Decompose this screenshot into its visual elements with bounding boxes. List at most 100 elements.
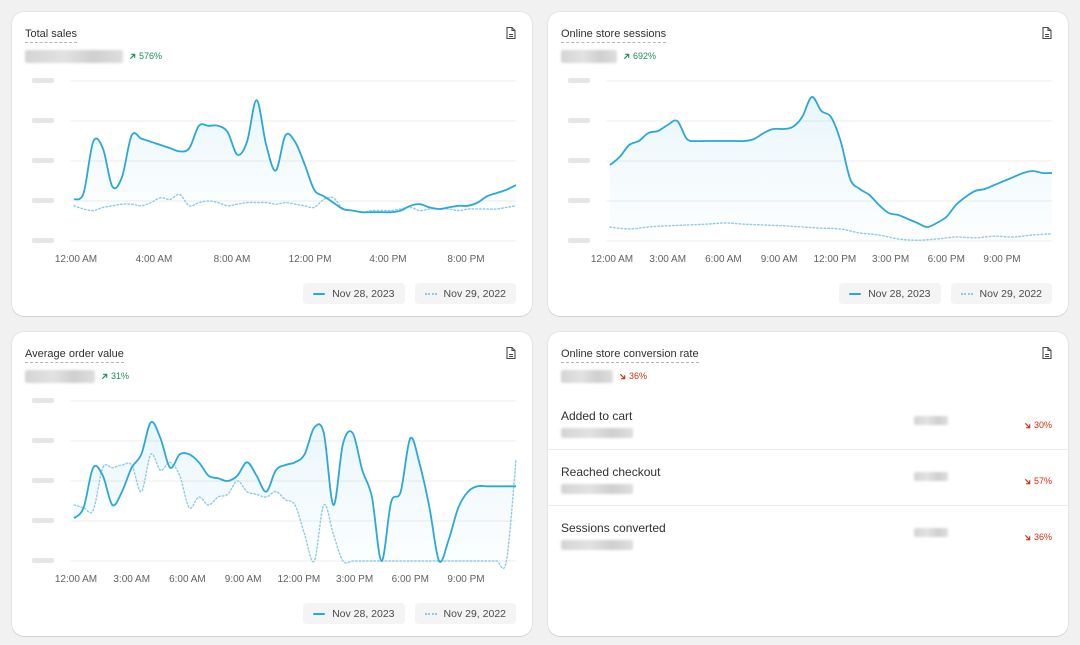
x-tick-label: 6:00 AM	[169, 574, 206, 585]
y-tick-label-redacted	[32, 198, 54, 203]
export-icon[interactable]	[1040, 346, 1054, 360]
legend-previous[interactable]: Nov 29, 2022	[414, 283, 516, 304]
export-icon[interactable]	[504, 346, 518, 360]
aov-metric: 31%	[25, 369, 129, 383]
conversion-value-redacted	[561, 369, 613, 383]
arrow-down-right-icon	[1024, 534, 1031, 540]
sessions-delta-text: 692%	[633, 51, 657, 61]
sessions-title[interactable]: Online store sessions	[561, 28, 667, 43]
x-tick-label: 8:00 PM	[447, 254, 484, 265]
legend-solid-swatch	[313, 612, 326, 615]
x-tick-label: 3:00 PM	[336, 574, 373, 585]
conversion-funnel: Added to cart 30% Reached checkout 57% S…	[548, 394, 1068, 562]
sessions-chart[interactable]: 12:00 AM 3:00 AM 6:00 AM 9:00 AM 12:00 PM 3:0…	[548, 12, 1068, 282]
x-tick-label: 9:00 PM	[983, 254, 1020, 265]
y-tick-label-redacted	[568, 118, 590, 123]
aov-value-redacted	[25, 369, 95, 383]
funnel-step-delta-text: 36%	[1033, 532, 1052, 542]
series-line-current[interactable]	[73, 421, 516, 563]
funnel-step-delta: 36%	[1024, 532, 1052, 542]
y-tick-label-redacted	[32, 558, 54, 563]
series-fill-area	[74, 421, 516, 569]
y-tick-label-redacted	[568, 158, 590, 163]
legend-current-label: Nov 28, 2023	[332, 287, 395, 300]
conversion-metric: 36%	[561, 369, 647, 383]
arrow-down-right-icon	[1024, 478, 1031, 484]
sessions-value-redacted	[561, 49, 617, 63]
total-sales-chart[interactable]: 12:00 AM 4:00 AM 8:00 AM 12:00 PM 4:00 PM 8:0…	[12, 12, 532, 282]
legend-dotted-swatch	[424, 612, 437, 615]
legend-previous[interactable]: Nov 29, 2022	[414, 603, 516, 624]
arrow-up-right-icon	[623, 53, 630, 59]
sessions-delta: 692%	[623, 51, 656, 61]
y-tick-label-redacted	[568, 198, 590, 203]
y-tick-label-redacted	[32, 518, 54, 523]
funnel-step-delta: 30%	[1024, 420, 1052, 430]
arrow-down-right-icon	[619, 373, 626, 379]
conversion-card: Online store conversion rate 36% Added t…	[548, 332, 1068, 636]
funnel-step-sessions-redacted	[561, 428, 633, 438]
x-tick-label: 4:00 AM	[136, 254, 173, 265]
conversion-title[interactable]: Online store conversion rate	[561, 348, 699, 363]
x-tick-label: 9:00 AM	[761, 254, 798, 265]
conversion-delta: 36%	[619, 371, 647, 381]
funnel-step-rate-redacted	[914, 416, 948, 425]
total-sales-metric: 576%	[25, 49, 162, 63]
x-tick-label: 12:00 AM	[55, 254, 97, 265]
y-tick-label-redacted	[32, 78, 54, 83]
total-sales-title[interactable]: Total sales	[25, 28, 77, 43]
y-tick-label-redacted	[32, 158, 54, 163]
series-line-current[interactable]	[73, 99, 517, 214]
arrow-down-right-icon	[1024, 422, 1031, 428]
y-tick-label-redacted	[32, 438, 54, 443]
x-tick-label: 3:00 AM	[113, 574, 150, 585]
x-tick-label: 6:00 AM	[705, 254, 742, 265]
x-tick-label: 8:00 AM	[214, 254, 251, 265]
x-tick-label: 12:00 PM	[277, 574, 320, 585]
export-icon[interactable]	[504, 26, 518, 40]
series-fill-area	[74, 100, 516, 213]
legend-previous-label: Nov 29, 2022	[443, 607, 506, 620]
y-tick-label-redacted	[568, 238, 590, 243]
total-sales-value-redacted	[25, 49, 123, 63]
x-tick-label: 12:00 PM	[813, 254, 856, 265]
x-tick-label: 12:00 PM	[289, 254, 332, 265]
legend-current[interactable]: Nov 28, 2023	[839, 283, 941, 304]
funnel-step-label: Reached checkout	[561, 465, 661, 479]
series-fill-area	[610, 96, 1052, 241]
sessions-metric: 692%	[561, 49, 656, 63]
total-sales-legend: Nov 28, 2023 Nov 29, 2022	[303, 283, 516, 304]
legend-previous[interactable]: Nov 29, 2022	[950, 283, 1052, 304]
funnel-step-delta: 57%	[1024, 476, 1052, 486]
funnel-step-rate-redacted	[914, 528, 948, 537]
aov-card: Average order value 31% 12:00 AM 3:00 AM 6…	[12, 332, 532, 636]
legend-solid-swatch	[849, 292, 862, 295]
legend-current-label: Nov 28, 2023	[332, 607, 395, 620]
series-line-current[interactable]	[609, 96, 1053, 228]
legend-dotted-swatch	[424, 292, 437, 295]
arrow-up-right-icon	[101, 373, 108, 379]
series-line-previous[interactable]	[73, 453, 517, 570]
legend-current[interactable]: Nov 28, 2023	[303, 283, 405, 304]
aov-delta-text: 31%	[111, 371, 130, 381]
export-icon[interactable]	[1040, 26, 1054, 40]
legend-previous-label: Nov 29, 2022	[443, 287, 506, 300]
series-line-previous[interactable]	[609, 222, 1053, 241]
legend-current[interactable]: Nov 28, 2023	[303, 603, 405, 624]
funnel-step-label: Sessions converted	[561, 521, 666, 535]
series-line-previous[interactable]	[73, 193, 517, 213]
funnel-step-sessions-redacted	[561, 484, 633, 494]
x-tick-label: 3:00 PM	[872, 254, 909, 265]
sessions-card: Online store sessions 692% 12:00 AM 3:00 …	[548, 12, 1068, 316]
x-tick-label: 9:00 AM	[225, 574, 262, 585]
y-tick-label-redacted	[32, 238, 54, 243]
legend-previous-label: Nov 29, 2022	[979, 287, 1042, 300]
total-sales-delta-text: 576%	[139, 51, 163, 61]
aov-chart[interactable]: 12:00 AM 3:00 AM 6:00 AM 9:00 AM 12:00 PM 3:0…	[12, 332, 532, 602]
conversion-delta-text: 36%	[629, 371, 648, 381]
aov-title[interactable]: Average order value	[25, 348, 124, 363]
arrow-up-right-icon	[129, 53, 136, 59]
sessions-legend: Nov 28, 2023 Nov 29, 2022	[839, 283, 1052, 304]
funnel-step-sessions-redacted	[561, 540, 633, 550]
total-sales-delta: 576%	[129, 51, 162, 61]
